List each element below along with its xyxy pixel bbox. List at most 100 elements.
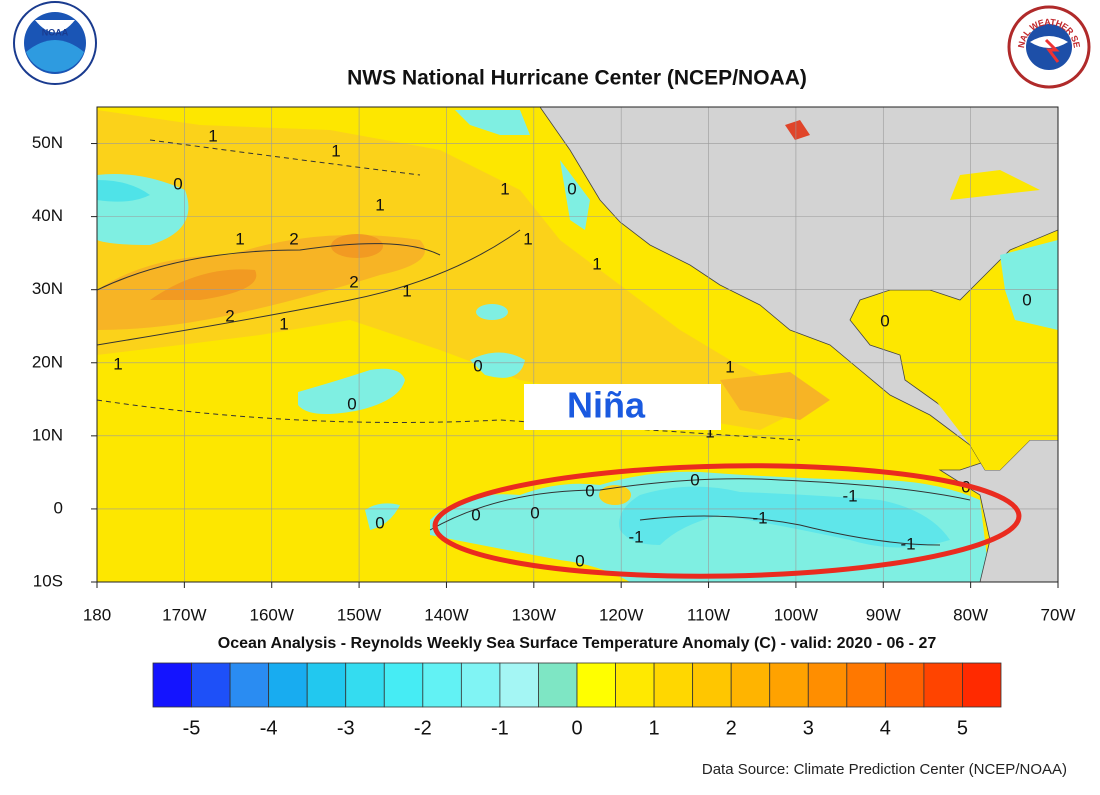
cool-area bbox=[365, 503, 400, 530]
color-swatch bbox=[807, 662, 848, 708]
colorbar-label: 5 bbox=[957, 717, 968, 739]
contour-label: 1 bbox=[523, 229, 532, 248]
colorbar-label: 2 bbox=[726, 717, 737, 739]
colorbar-label: -5 bbox=[183, 717, 201, 739]
cold-area bbox=[619, 486, 950, 548]
logo-bolt bbox=[1044, 38, 1060, 63]
colorbar-label: 0 bbox=[571, 717, 582, 739]
x-tick-label: 90W bbox=[866, 605, 901, 624]
contour-label: -1 bbox=[900, 534, 915, 553]
annotation: Niña bbox=[567, 385, 646, 426]
contour-label: 1 bbox=[725, 357, 734, 376]
color-swatch bbox=[268, 662, 308, 708]
x-tick-label: 110W bbox=[687, 605, 730, 624]
x-tick-label: 140W bbox=[424, 605, 468, 624]
contour-line bbox=[97, 243, 441, 291]
color-swatch bbox=[191, 662, 231, 708]
cool-area bbox=[298, 368, 405, 414]
cool-area bbox=[455, 110, 530, 135]
contour-label: 0 bbox=[173, 174, 182, 193]
axes: 180 170W 160W 150W 140W 130W 120W 110W 100W 90W 80… bbox=[32, 133, 1076, 624]
y-tick-label: 10S bbox=[33, 571, 63, 590]
y-tick-label: 20N bbox=[32, 352, 63, 371]
colorbar-label: -4 bbox=[260, 717, 278, 739]
y-tick-label: 40N bbox=[32, 206, 63, 225]
x-tick-label: 70W bbox=[1041, 605, 1076, 624]
color-swatch bbox=[653, 662, 694, 708]
contour-label: 1 bbox=[592, 254, 601, 273]
color-swatch bbox=[345, 662, 385, 708]
colorbar-label: -2 bbox=[414, 717, 432, 739]
contour-label: -1 bbox=[752, 508, 767, 527]
logo-text: NOAA bbox=[42, 27, 69, 37]
contour-label: 0 bbox=[471, 505, 480, 524]
color-swatch bbox=[615, 662, 655, 708]
x-tick-label: 100W bbox=[774, 605, 818, 624]
warm-area bbox=[599, 485, 631, 505]
contour-line bbox=[97, 229, 521, 346]
hot-area bbox=[150, 269, 257, 300]
colorbar-label: 3 bbox=[803, 717, 814, 739]
contour-label: 1 bbox=[500, 179, 509, 198]
highlight-ellipse bbox=[432, 463, 1022, 579]
warm-area bbox=[97, 235, 425, 330]
contour-label: -1 bbox=[842, 486, 857, 505]
color-swatch bbox=[730, 662, 771, 708]
cool-area bbox=[476, 304, 508, 320]
color-swatch bbox=[576, 662, 616, 708]
contour-label: 1 bbox=[113, 354, 122, 373]
logo-wave bbox=[26, 40, 84, 73]
cool-area bbox=[470, 352, 525, 378]
annotation-box bbox=[524, 384, 721, 430]
cool-area bbox=[1000, 240, 1058, 330]
color-swatch bbox=[769, 662, 809, 708]
color-swatch bbox=[306, 662, 347, 708]
contour-label: 0 bbox=[567, 179, 576, 198]
color-swatch bbox=[229, 662, 270, 708]
contour-label: 2 bbox=[289, 229, 298, 248]
color-swatch bbox=[422, 662, 462, 708]
contour-label: 1 bbox=[235, 229, 244, 248]
contour-label: 1 bbox=[279, 314, 288, 333]
color-swatch bbox=[884, 662, 925, 708]
color-swatch bbox=[152, 662, 192, 708]
caption: Ocean Analysis - Reynolds Weekly Sea Sur… bbox=[218, 635, 937, 652]
x-tick-label: 120W bbox=[599, 605, 643, 624]
contour-label: 1 bbox=[331, 141, 340, 160]
contour-label: 0 bbox=[375, 513, 384, 532]
contour-label: 0 bbox=[575, 551, 584, 570]
logo-text: NATIONAL WEATHER SERVICE bbox=[0, 0, 1082, 49]
contour-label: 1 bbox=[375, 195, 384, 214]
lake bbox=[785, 120, 810, 140]
contour-label: 1 bbox=[402, 281, 411, 300]
contour-label: 0 bbox=[347, 394, 356, 413]
color-swatch bbox=[538, 662, 578, 708]
color-swatch bbox=[923, 662, 963, 708]
y-tick-label: 0 bbox=[54, 498, 63, 517]
x-tick-label: 130W bbox=[512, 605, 556, 624]
color-swatch bbox=[846, 662, 886, 708]
grid bbox=[97, 107, 1058, 582]
contour-line bbox=[429, 478, 971, 531]
cool-area bbox=[560, 160, 590, 230]
map-frame bbox=[96, 106, 1059, 583]
color-swatch bbox=[383, 662, 424, 708]
color-swatch bbox=[460, 662, 501, 708]
land bbox=[539, 107, 1058, 582]
x-tick-label: 150W bbox=[337, 605, 381, 624]
cold-area bbox=[97, 180, 150, 202]
contour-label: -1 bbox=[628, 527, 643, 546]
color-swatch bbox=[499, 662, 539, 708]
contour-line bbox=[149, 139, 421, 176]
x-tick-label: 80W bbox=[953, 605, 988, 624]
contour-line bbox=[97, 399, 801, 441]
contour-label: 1 bbox=[705, 422, 714, 441]
contour-line bbox=[639, 515, 941, 546]
contour-label: 0 bbox=[1022, 290, 1031, 309]
contour-label: 0 bbox=[880, 311, 889, 330]
contour-label: 2 bbox=[349, 272, 358, 291]
colorbar-label: 4 bbox=[880, 717, 891, 739]
logo-text-path: NATIONAL WEATHER SERVICE bbox=[0, 0, 1082, 49]
contour-label: 0 bbox=[530, 503, 539, 522]
